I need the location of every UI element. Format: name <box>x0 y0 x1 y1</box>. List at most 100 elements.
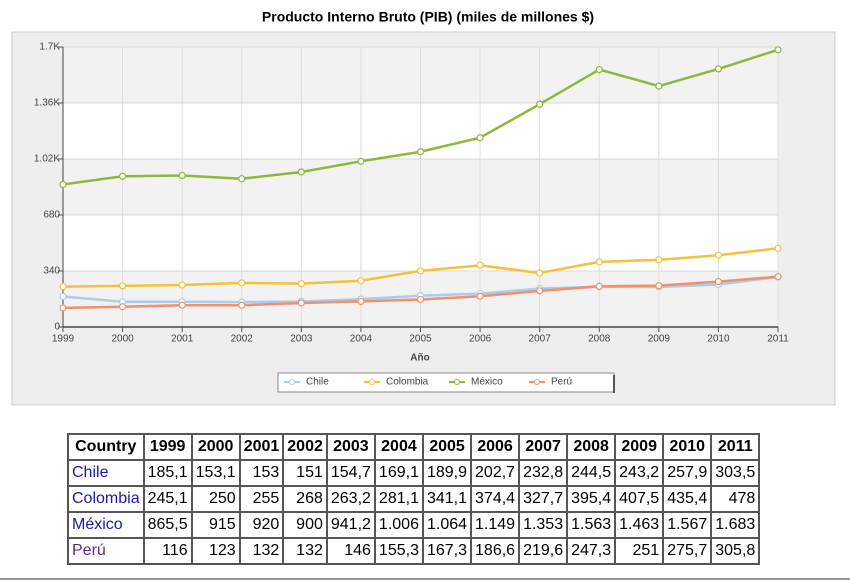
value-cell: 153 <box>238 459 285 487</box>
x-tick-label: 2002 <box>231 334 254 345</box>
value-cell: 327,7 <box>518 485 569 513</box>
value-cell: 1.683 <box>710 511 761 539</box>
x-tick-label: 2011 <box>767 334 789 345</box>
header-cell: 2006 <box>470 433 521 461</box>
value-cell: 251 <box>614 537 665 565</box>
header-cell: 2007 <box>518 433 569 461</box>
value-cell: 263,2 <box>325 485 376 513</box>
data-point <box>178 171 186 180</box>
country-link[interactable]: Perú <box>72 542 106 559</box>
value-cell: 915 <box>190 511 241 539</box>
name-cell: Chile <box>67 459 145 487</box>
header-cell: 2009 <box>614 433 665 461</box>
data-point <box>714 251 723 259</box>
y-tick-label: 680 <box>43 210 60 221</box>
data-point <box>297 299 305 307</box>
data-point <box>536 100 544 108</box>
value-cell: 245,1 <box>142 485 193 513</box>
x-tick-label: 2008 <box>588 334 611 345</box>
value-cell: 435,4 <box>662 485 713 513</box>
table-row: Colombia 245,1 250 255 268 263,2 281,1 341,1 374… <box>67 485 761 513</box>
value-cell: 303,5 <box>710 459 761 487</box>
header-cell: 2010 <box>662 433 713 461</box>
country-link[interactable]: México <box>72 516 123 533</box>
header-cell: 1999 <box>142 433 193 461</box>
value-cell: 243,2 <box>614 459 665 487</box>
value-cell: 1.567 <box>662 511 713 539</box>
value-cell: 341,1 <box>421 485 473 513</box>
data-point <box>238 279 246 287</box>
legend-label: Perú <box>551 377 572 388</box>
value-cell: 167,3 <box>421 537 473 565</box>
x-tick-label: 2000 <box>111 334 134 345</box>
data-point <box>357 157 365 165</box>
value-cell: 305,8 <box>710 537 761 565</box>
data-point <box>178 301 186 309</box>
value-cell: 255 <box>238 485 285 513</box>
x-axis-title: Año <box>410 353 429 364</box>
name-cell: Perú <box>67 537 145 565</box>
table-row: México 865,5 915 920 900 941,2 1.006 1.064 1.149… <box>67 511 761 539</box>
country-link[interactable]: Chile <box>72 464 109 481</box>
value-cell: 1.563 <box>566 511 617 539</box>
value-cell: 865,5 <box>142 511 193 539</box>
value-cell: 132 <box>238 537 285 565</box>
value-cell: 268 <box>282 485 328 513</box>
value-cell: 123 <box>190 537 241 565</box>
value-cell: 1.463 <box>614 511 665 539</box>
value-cell: 219,6 <box>518 537 569 565</box>
value-cell: 116 <box>142 537 193 565</box>
value-cell: 478 <box>710 485 761 513</box>
bottom-rule <box>0 578 850 580</box>
data-point <box>297 168 305 176</box>
table-row: Chile 185,1 153,1 153 151 154,7 169,1 189,9 202,… <box>67 459 761 487</box>
x-tick-label: 2009 <box>648 334 671 345</box>
data-point <box>774 273 782 281</box>
data-point <box>595 282 603 290</box>
data-point <box>238 175 246 183</box>
x-tick-label: 2006 <box>469 334 492 345</box>
header-cell: 2005 <box>421 433 473 461</box>
value-cell: 185,1 <box>142 459 193 487</box>
header-cell: 2000 <box>190 433 241 461</box>
y-tick-label: 1.7K <box>39 42 60 53</box>
value-cell: 920 <box>238 511 285 539</box>
data-point <box>297 280 305 288</box>
data-point <box>655 82 663 90</box>
country-link[interactable]: Colombia <box>72 490 140 507</box>
data-point <box>238 301 246 309</box>
x-tick-label: 2004 <box>350 334 373 345</box>
data-point <box>536 287 544 295</box>
header-cell: 2003 <box>325 433 376 461</box>
data-point <box>476 134 484 142</box>
value-cell: 1.064 <box>421 511 473 539</box>
legend-marker <box>369 379 375 385</box>
value-cell: 407,5 <box>614 485 665 513</box>
value-cell: 1.006 <box>373 511 424 539</box>
data-table: Country 1999 2000 2001 2002 2003 2004 2005 2006 2… <box>67 433 761 565</box>
data-point <box>655 256 663 264</box>
data-point <box>416 148 425 156</box>
data-point <box>178 281 186 289</box>
value-cell: 154,7 <box>325 459 376 487</box>
value-cell: 146 <box>325 537 376 565</box>
value-cell: 232,8 <box>518 459 569 487</box>
x-tick-label: 2001 <box>171 334 194 345</box>
data-point <box>416 267 425 275</box>
data-point <box>655 282 663 290</box>
x-tick-label: 2010 <box>707 334 730 345</box>
value-cell: 374,4 <box>470 485 521 513</box>
header-cell: Country <box>67 433 145 461</box>
data-point <box>59 304 67 312</box>
x-tick-label: 2007 <box>529 334 552 345</box>
value-cell: 1.353 <box>518 511 569 539</box>
data-point <box>476 292 484 300</box>
value-cell: 250 <box>190 485 241 513</box>
y-tick-label: 0 <box>54 322 60 333</box>
data-point <box>595 258 603 266</box>
value-cell: 151 <box>282 459 328 487</box>
name-cell: Colombia <box>67 485 145 513</box>
chart-title: Producto Interno Bruto (PIB) (miles de m… <box>262 9 594 25</box>
data-point <box>118 172 127 180</box>
header-cell: 2001 <box>238 433 285 461</box>
